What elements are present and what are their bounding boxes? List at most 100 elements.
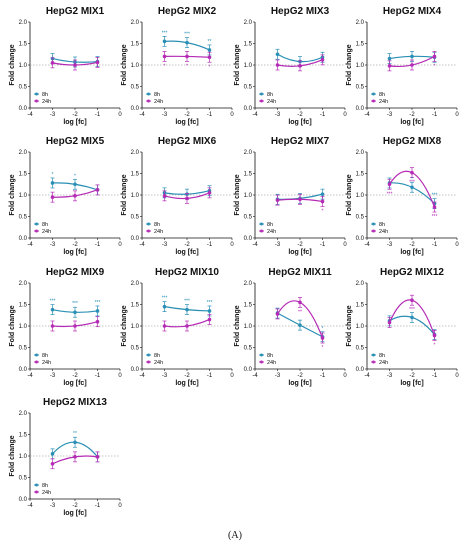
- x-tick-label: -2: [184, 242, 190, 248]
- x-tick-label: 0: [230, 373, 234, 379]
- significance-marker: ***: [207, 300, 213, 306]
- data-point: [73, 182, 77, 187]
- legend-marker: [35, 360, 38, 364]
- data-point: [50, 195, 55, 199]
- legend-label: 8h: [379, 353, 385, 359]
- legend-marker: [35, 229, 38, 233]
- x-tick-label: -2: [72, 242, 78, 248]
- y-tick-label: 1.0: [131, 324, 140, 330]
- y-tick-label: 0.5: [356, 215, 365, 221]
- chart-title: HepG2 MIX5: [46, 136, 105, 147]
- data-point: [185, 324, 189, 328]
- x-tick-label: 0: [455, 242, 459, 248]
- legend-label: 24h: [154, 360, 163, 366]
- y-tick-label: 0.0: [244, 236, 253, 242]
- y-tick-label: 1.0: [19, 324, 28, 330]
- legend-label: 24h: [154, 99, 163, 105]
- significance-marker: *: [164, 63, 166, 69]
- chart-title: HepG2 MIX6: [158, 136, 217, 147]
- y-axis-label: Fold change: [121, 44, 128, 85]
- x-tick-label: -2: [184, 112, 190, 118]
- x-tick-label: -4: [27, 373, 33, 379]
- legend-marker: [260, 99, 263, 103]
- x-tick-label: 0: [118, 503, 122, 509]
- x-axis-label: log [fc]: [288, 119, 311, 126]
- y-axis-label: Fold change: [234, 174, 241, 215]
- y-tick-label: 2.0: [244, 20, 253, 26]
- y-tick-label: 1.0: [19, 454, 28, 460]
- y-tick-label: 0.5: [19, 85, 28, 91]
- significance-marker: *: [322, 208, 324, 214]
- y-tick-label: 1.5: [356, 172, 365, 178]
- data-point: [410, 54, 414, 59]
- x-tick-label: -3: [387, 373, 393, 379]
- legend-label: 8h: [379, 222, 385, 228]
- y-tick-label: 1.5: [19, 303, 28, 309]
- data-point: [50, 61, 55, 65]
- x-tick-label: -1: [320, 112, 326, 118]
- legend-label: 8h: [42, 353, 48, 359]
- y-tick-label: 1.0: [356, 324, 365, 330]
- data-point: [207, 55, 212, 60]
- data-point: [207, 317, 212, 322]
- legend-marker: [35, 92, 38, 96]
- y-tick-label: 2.0: [244, 281, 253, 287]
- legend-marker: [147, 229, 150, 233]
- x-tick-label: -3: [50, 503, 56, 509]
- x-tick-label: -2: [409, 373, 415, 379]
- significance-marker: *: [434, 63, 436, 69]
- y-tick-label: 1.0: [131, 63, 140, 69]
- y-axis-label: Fold change: [346, 174, 353, 215]
- legend-label: 8h: [154, 353, 160, 359]
- legend-marker: [147, 353, 150, 357]
- x-axis-label: log [fc]: [63, 380, 86, 387]
- data-point: [162, 324, 167, 328]
- y-tick-label: 0.5: [19, 215, 28, 221]
- y-tick-label: 1.5: [19, 172, 28, 178]
- significance-marker: ***: [409, 180, 415, 186]
- y-tick-label: 0.0: [356, 106, 365, 112]
- y-tick-label: 2.0: [356, 281, 365, 287]
- data-point: [387, 182, 392, 187]
- x-tick-label: -2: [184, 373, 190, 379]
- data-point: [162, 194, 167, 198]
- legend-marker: [35, 222, 38, 226]
- y-tick-label: 0.5: [356, 85, 365, 91]
- x-tick-label: -1: [95, 373, 101, 379]
- y-axis-label: Fold change: [121, 305, 128, 346]
- y-tick-label: 1.0: [244, 324, 253, 330]
- legend-label: 8h: [42, 483, 48, 489]
- chart-panel: HepG2 MIX9 0.0 0.5 1.0 1.5 2.0 -4 -3 -2 -1 0 log [f…: [9, 267, 122, 387]
- data-point: [185, 40, 189, 45]
- x-tick-label: -1: [95, 503, 101, 509]
- chart-title: HepG2 MIX8: [383, 136, 442, 147]
- y-tick-label: 0.0: [131, 106, 140, 112]
- y-tick-label: 1.5: [244, 42, 253, 48]
- y-tick-label: 0.5: [131, 85, 140, 91]
- significance-marker: *: [52, 172, 54, 178]
- y-tick-label: 1.5: [131, 303, 140, 309]
- x-tick-label: -3: [275, 242, 281, 248]
- y-tick-label: 2.0: [131, 281, 140, 287]
- significance-marker: ***: [432, 193, 438, 199]
- chart-panel: HepG2 MIX13 0.0 0.5 1.0 1.5 2.0 -4 -3 -2 -1 0 log […: [9, 397, 122, 517]
- data-point: [50, 307, 55, 312]
- legend-marker: [372, 222, 375, 226]
- data-point: [95, 309, 100, 313]
- y-tick-label: 0.0: [356, 236, 365, 242]
- x-tick-label: -1: [432, 242, 438, 248]
- x-tick-label: -4: [252, 112, 258, 118]
- legend-marker: [35, 99, 38, 103]
- x-tick-label: -4: [364, 112, 370, 118]
- legend-marker: [372, 99, 375, 103]
- x-tick-label: -3: [50, 112, 56, 118]
- x-tick-label: -3: [162, 112, 168, 118]
- legend-marker: [260, 360, 263, 364]
- x-tick-label: -3: [387, 242, 393, 248]
- data-point: [185, 307, 189, 312]
- significance-marker: ***: [387, 191, 393, 197]
- data-point: [95, 60, 100, 65]
- legend-label: 24h: [267, 99, 276, 105]
- x-tick-label: 0: [455, 373, 459, 379]
- x-tick-label: -1: [95, 242, 101, 248]
